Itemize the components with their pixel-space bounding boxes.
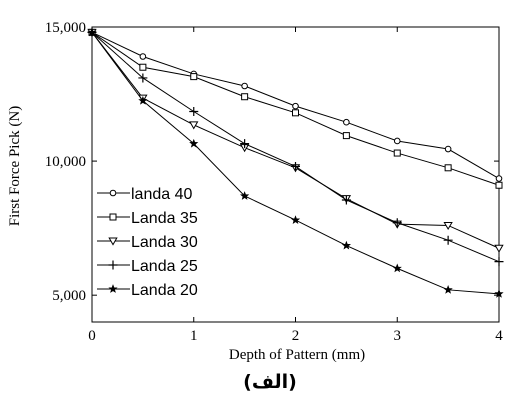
x-tick-label: 2 [292,328,300,344]
x-tick-label: 3 [394,328,402,344]
legend-item: landa 40 [97,186,192,203]
data-point [189,138,199,148]
data-point [341,195,351,205]
data-point [393,137,401,145]
data-point [190,73,198,81]
legend-marker [108,284,118,293]
data-point [443,235,453,245]
y-tick-label: 15,000 [45,20,86,36]
x-tick-label: 4 [495,328,503,344]
y-tick-label: 10,000 [45,154,86,170]
data-point [291,161,300,171]
data-point [343,118,350,126]
data-point [443,284,453,294]
data-point [444,164,452,172]
data-point [494,257,504,267]
series-5 [87,27,504,298]
data-point [189,121,199,130]
data-point [392,218,402,228]
data-point [290,215,301,225]
series-1 [88,29,503,182]
legend-label: landa 40 [131,186,192,203]
legend-item: Landa 20 [97,282,198,299]
x-tick-label: 0 [88,328,96,344]
data-point [495,181,503,189]
data-point [240,191,250,200]
data-point [138,95,148,105]
legend-marker [108,237,118,246]
data-point [139,53,147,60]
legend-item: Landa 25 [97,258,198,275]
legend-label: Landa 30 [131,234,198,251]
x-tick-label: 1 [190,328,198,344]
data-point [139,63,147,71]
legend-label: Landa 35 [131,210,198,227]
data-point [393,149,401,157]
data-point [189,106,199,116]
data-point [138,73,148,83]
data-point [292,109,299,117]
plot-area-frame [91,26,500,323]
legend-label: Landa 25 [131,258,198,275]
data-point [444,145,452,153]
legend-marker [108,260,118,270]
legend-label: Landa 20 [131,282,198,299]
data-point [494,244,504,253]
y-axis-label: First Force Pick (N) [7,106,23,226]
data-point [240,139,250,149]
legend-marker [109,213,117,221]
data-point [241,82,248,90]
data-point [495,175,503,182]
x-axis-label: Depth of Pattern (mm) [229,347,365,363]
y-tick-label: 5,000 [52,288,86,304]
data-point [341,240,351,250]
data-point [443,221,453,231]
data-point [292,102,299,110]
data-point [342,132,350,140]
figure-caption: (الف) [243,371,297,393]
series-4 [87,27,504,267]
legend-item: Landa 30 [97,234,198,251]
data-point [392,263,402,273]
data-point [494,288,504,298]
data-point [87,27,97,37]
data-point [241,93,249,101]
legend-marker [109,189,117,197]
legend-item: Landa 35 [97,210,198,227]
